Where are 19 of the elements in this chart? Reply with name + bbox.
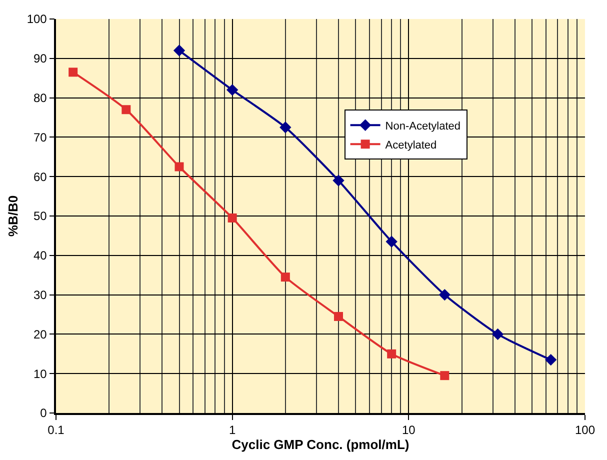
y-tick-label: 10 [33, 366, 48, 381]
legend-label: Acetylated [385, 139, 437, 152]
y-tick-label: 100 [26, 12, 48, 26]
y-tick-label: 20 [33, 327, 48, 342]
x-tick-label: 1 [228, 423, 236, 438]
x-tick-label: 100 [574, 423, 596, 438]
y-tick-label: 40 [33, 248, 48, 263]
y-tick-label: 50 [33, 209, 48, 224]
legend-label: Non-Acetylated [385, 120, 461, 132]
x-tick-label: 0.1 [48, 423, 65, 438]
y-tick-label: 90 [33, 52, 48, 66]
y-tick-label: 70 [33, 130, 48, 144]
x-axis-title: Cyclic GMP Conc. (pmol/mL) [232, 437, 410, 452]
y-tick-label: 60 [33, 170, 48, 184]
y-tick-label: 30 [33, 288, 48, 302]
y-tick-label: 0 [40, 406, 48, 420]
x-tick-label: 10 [402, 423, 416, 438]
y-tick-label: 80 [33, 91, 48, 105]
y-axis-title: %B/B0 [5, 195, 20, 237]
